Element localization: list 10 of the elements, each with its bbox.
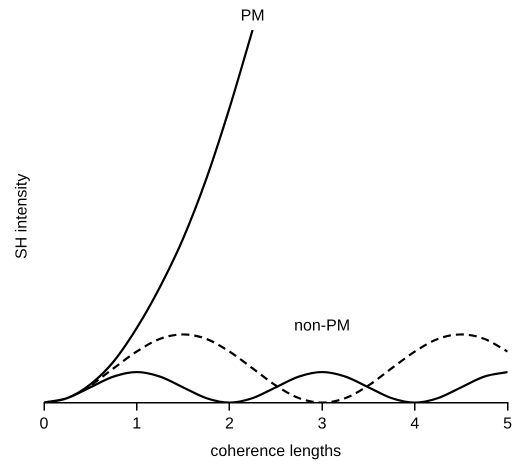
y-axis-title: SH intensity [13, 174, 30, 259]
x-tick-label: 4 [410, 416, 420, 433]
annotation: non-PM [294, 318, 350, 335]
x-tick-label: 3 [318, 416, 327, 433]
x-tick-label: 5 [503, 416, 512, 433]
annotation: PM [240, 7, 265, 24]
x-tick-label: 2 [224, 416, 234, 433]
x-tick-label: 0 [40, 416, 49, 433]
x-axis-title: coherence lengths [210, 442, 342, 460]
x-tick-label: 1 [132, 416, 142, 433]
